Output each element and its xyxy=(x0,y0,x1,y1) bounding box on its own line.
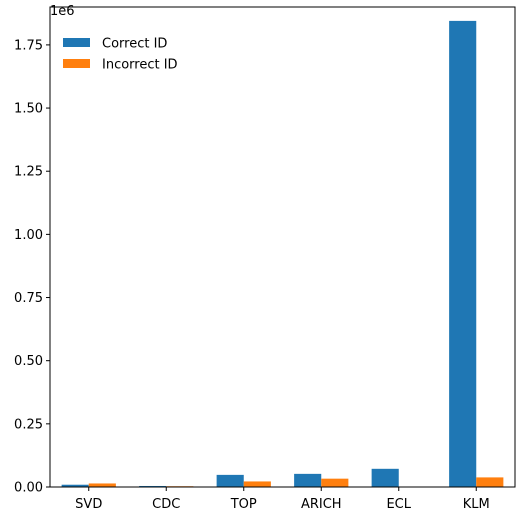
legend-label: Incorrect ID xyxy=(102,58,178,73)
x-tick-label: ARICH xyxy=(301,497,342,512)
y-tick-label: 0.00 xyxy=(14,481,43,496)
y-offset-label: 1e6 xyxy=(50,4,75,19)
y-tick-label: 0.50 xyxy=(14,354,43,369)
y-axis: 0.00 0.25 0.50 0.75 1.00 1.25 1.50 1.75 xyxy=(14,38,50,496)
plot-frame xyxy=(49,6,516,488)
y-tick-label: 1.75 xyxy=(14,38,43,53)
bar-correct-id-svd xyxy=(61,484,89,487)
bar-incorrect-id-svd xyxy=(88,483,116,487)
legend-label: Correct ID xyxy=(102,37,167,52)
bar-incorrect-id-arich xyxy=(321,478,349,487)
bars-group xyxy=(61,20,504,487)
bar-correct-id-ecl xyxy=(371,468,399,487)
legend-swatch xyxy=(63,59,90,68)
bar-correct-id-klm xyxy=(449,20,477,487)
x-tick-label: TOP xyxy=(230,497,257,512)
bar-incorrect-id-top xyxy=(243,481,271,487)
bar-incorrect-id-klm xyxy=(476,477,504,487)
y-tick-label: 0.75 xyxy=(14,291,43,306)
y-tick-label: 1.50 xyxy=(14,102,43,117)
bar-correct-id-arich xyxy=(294,473,322,487)
x-axis: SVD CDC TOP ARICH ECL KLM xyxy=(75,487,490,512)
legend: Correct ID Incorrect ID xyxy=(63,37,178,73)
y-tick-label: 0.25 xyxy=(14,417,43,432)
bar-correct-id-cdc xyxy=(139,485,167,487)
y-tick-label: 1.00 xyxy=(14,228,43,243)
bar-correct-id-top xyxy=(216,474,244,487)
legend-swatch xyxy=(63,38,90,47)
x-tick-label: KLM xyxy=(463,497,490,512)
x-tick-label: ECL xyxy=(386,497,411,512)
x-tick-label: CDC xyxy=(152,497,180,512)
x-tick-label: SVD xyxy=(75,497,102,512)
y-tick-label: 1.25 xyxy=(14,165,43,180)
